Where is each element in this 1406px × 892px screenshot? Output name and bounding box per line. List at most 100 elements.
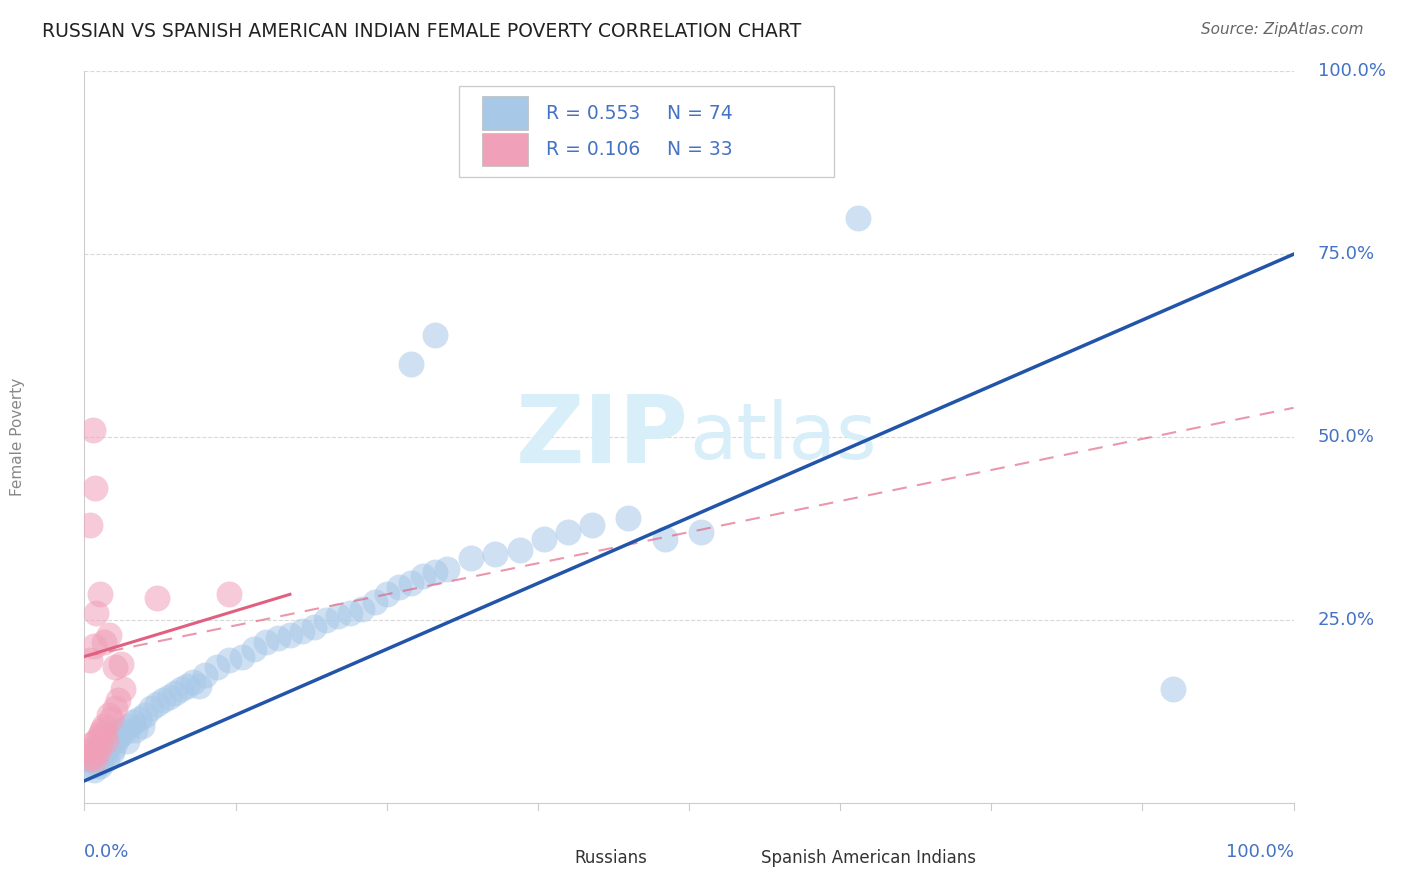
Text: ZIP: ZIP — [516, 391, 689, 483]
Point — [97, 730, 120, 744]
Point — [165, 686, 187, 700]
Point — [115, 733, 138, 747]
FancyBboxPatch shape — [460, 86, 834, 178]
Point — [188, 679, 211, 693]
Point — [104, 726, 127, 740]
Point — [89, 759, 111, 773]
Point — [100, 733, 122, 747]
Point — [509, 543, 531, 558]
Point — [107, 730, 129, 744]
Point — [352, 602, 374, 616]
Point — [82, 423, 104, 437]
Point — [146, 697, 169, 711]
FancyBboxPatch shape — [520, 843, 560, 872]
Point — [93, 745, 115, 759]
Point — [1161, 682, 1184, 697]
Point — [436, 562, 458, 576]
Point — [375, 587, 398, 601]
Point — [94, 748, 117, 763]
Point — [86, 745, 108, 759]
Point — [412, 569, 434, 583]
Point — [110, 657, 132, 671]
Point — [94, 733, 117, 747]
Point — [690, 525, 713, 540]
Point — [315, 613, 337, 627]
Point — [79, 752, 101, 766]
Point — [98, 737, 121, 751]
Point — [302, 620, 325, 634]
Text: N = 74: N = 74 — [668, 103, 733, 122]
Point — [82, 759, 104, 773]
Point — [533, 533, 555, 547]
Point — [267, 632, 290, 646]
Point — [77, 752, 100, 766]
FancyBboxPatch shape — [707, 843, 747, 872]
Text: 50.0%: 50.0% — [1317, 428, 1375, 446]
Point — [86, 606, 108, 620]
Point — [128, 712, 150, 726]
Point — [93, 719, 115, 733]
Point — [80, 737, 103, 751]
Point — [363, 594, 385, 608]
Point — [90, 726, 112, 740]
Point — [121, 715, 143, 730]
FancyBboxPatch shape — [482, 96, 529, 130]
Point — [120, 719, 142, 733]
Point — [218, 587, 240, 601]
Point — [83, 740, 105, 755]
Text: Russians: Russians — [574, 848, 647, 867]
Point — [181, 675, 204, 690]
Point — [104, 660, 127, 674]
Point — [83, 639, 105, 653]
Point — [339, 606, 361, 620]
Point — [84, 752, 107, 766]
Point — [91, 737, 114, 751]
Point — [176, 679, 198, 693]
Point — [231, 649, 253, 664]
Point — [82, 748, 104, 763]
Point — [112, 682, 135, 697]
Point — [83, 763, 105, 777]
Point — [152, 693, 174, 707]
Point — [89, 737, 111, 751]
Point — [89, 587, 111, 601]
Text: R = 0.106: R = 0.106 — [547, 140, 641, 159]
Point — [328, 609, 350, 624]
Text: N = 33: N = 33 — [668, 140, 733, 159]
FancyBboxPatch shape — [482, 133, 529, 167]
Text: 25.0%: 25.0% — [1317, 611, 1375, 629]
Point — [278, 627, 301, 641]
Point — [90, 756, 112, 770]
Point — [94, 726, 117, 740]
Point — [254, 635, 277, 649]
Point — [87, 748, 110, 763]
Point — [86, 745, 108, 759]
Text: 75.0%: 75.0% — [1317, 245, 1375, 263]
Text: Source: ZipAtlas.com: Source: ZipAtlas.com — [1201, 22, 1364, 37]
Point — [79, 517, 101, 532]
Point — [79, 745, 101, 759]
Point — [484, 547, 506, 561]
Point — [423, 327, 446, 342]
Point — [87, 730, 110, 744]
Point — [91, 723, 114, 737]
Text: 100.0%: 100.0% — [1226, 843, 1294, 861]
Point — [104, 733, 127, 747]
Point — [218, 653, 240, 667]
Text: 100.0%: 100.0% — [1317, 62, 1386, 80]
Point — [654, 533, 676, 547]
Point — [124, 723, 146, 737]
Point — [157, 690, 180, 704]
Point — [170, 682, 193, 697]
Point — [107, 693, 129, 707]
Point — [79, 653, 101, 667]
Point — [97, 627, 120, 641]
Point — [581, 517, 603, 532]
Point — [100, 712, 122, 726]
Point — [460, 550, 482, 565]
Point — [97, 708, 120, 723]
Text: RUSSIAN VS SPANISH AMERICAN INDIAN FEMALE POVERTY CORRELATION CHART: RUSSIAN VS SPANISH AMERICAN INDIAN FEMAL… — [42, 22, 801, 41]
Point — [94, 740, 117, 755]
Point — [104, 700, 127, 714]
Point — [96, 752, 118, 766]
